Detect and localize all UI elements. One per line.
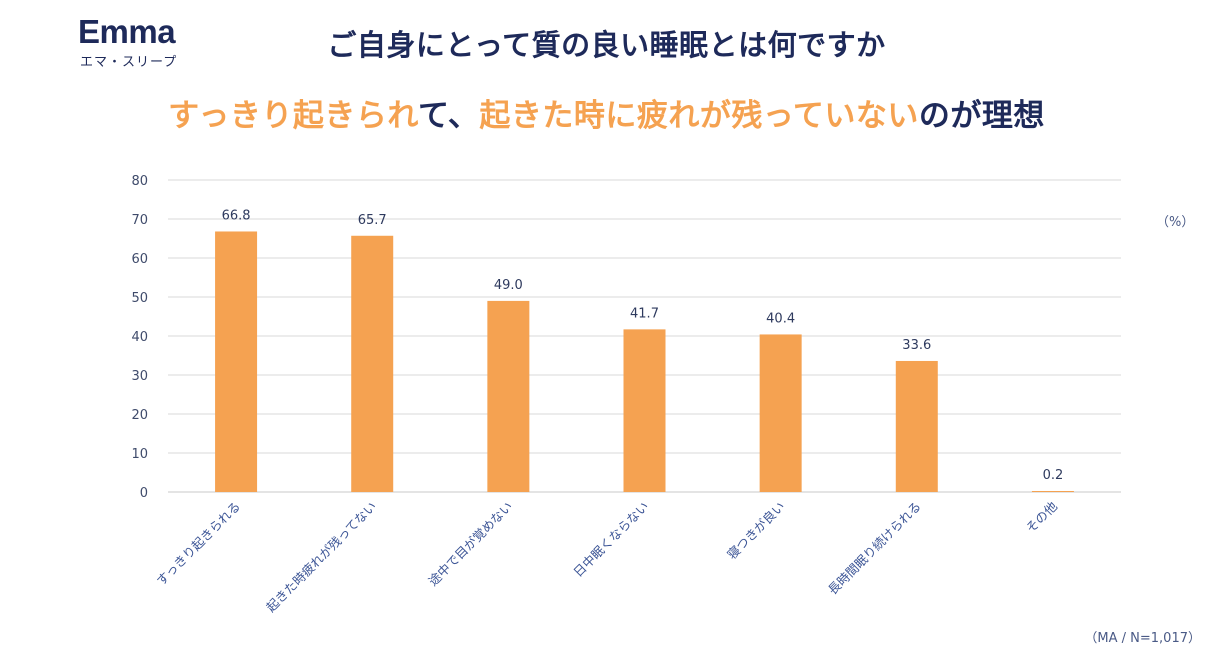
brand-logo: Emma エマ・スリープ: [78, 13, 190, 71]
y-tick-label: 80: [131, 174, 148, 189]
y-tick-label: 60: [131, 252, 148, 267]
headline-subtitle: すっきり起きられて、起きた時に疲れが残っていないのが理想: [0, 90, 1213, 135]
x-tick-label: 起きた時疲れが残ってない: [263, 499, 379, 615]
data-label: 65.7: [358, 213, 387, 228]
data-label: 40.4: [766, 311, 795, 326]
logo-subtext: エマ・スリープ: [80, 55, 178, 70]
y-tick-label: 40: [131, 330, 148, 345]
subtitle-part-3: のが理想: [918, 98, 1045, 134]
bar: [1031, 491, 1074, 492]
x-tick-label: 寝つきが良い: [724, 499, 788, 563]
x-tick-label: すっきり起きられる: [153, 499, 243, 589]
data-label: 41.7: [630, 306, 659, 321]
bar: [895, 360, 938, 492]
y-tick-label: 0: [140, 486, 148, 501]
unit-label: （%）: [1156, 215, 1195, 230]
bar: [487, 300, 530, 492]
x-tick-label: 長時間眠り続けられる: [825, 499, 924, 598]
x-tick-label: 日中眠くならない: [570, 499, 651, 580]
logo-wordmark: Emma: [78, 13, 176, 50]
y-tick-label: 70: [131, 213, 148, 228]
bar: [623, 329, 666, 492]
y-tick-label: 50: [131, 291, 148, 306]
y-tick-label: 20: [131, 408, 148, 423]
subtitle-part-1: て、: [417, 98, 480, 134]
data-label: 49.0: [494, 278, 523, 293]
subtitle-part-0: すっきり起きられ: [168, 98, 418, 134]
y-tick-label: 30: [131, 369, 148, 384]
subtitle-part-2: 起きた時に疲れが残っていない: [479, 98, 919, 134]
data-label: 66.8: [222, 208, 251, 223]
bar: [215, 231, 258, 493]
bar: [759, 334, 802, 492]
y-tick-label: 10: [131, 447, 148, 462]
data-label: 33.6: [902, 338, 931, 353]
x-tick-label: 途中で目が覚めない: [425, 499, 515, 589]
data-label: 0.2: [1043, 468, 1064, 483]
x-tick-label: その他: [1023, 498, 1060, 535]
sample-note: （MA / N=1,017）: [1084, 631, 1201, 646]
bar: [351, 235, 394, 492]
page-title: ご自身にとって質の良い睡眠とは何ですか: [327, 28, 886, 62]
